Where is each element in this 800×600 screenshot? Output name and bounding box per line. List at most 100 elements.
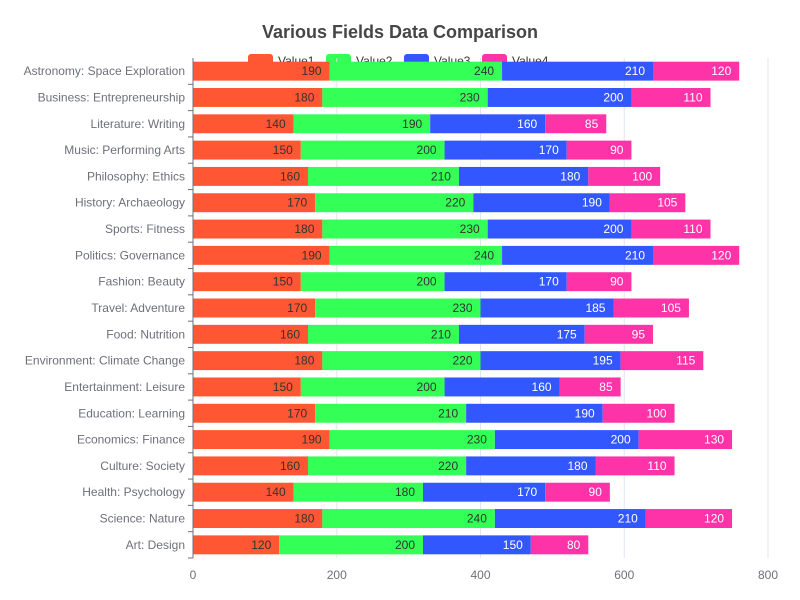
bar-segment-value4[interactable]: [653, 245, 740, 265]
bar-segment-value3[interactable]: [502, 61, 653, 81]
bar-segment-value1[interactable]: [193, 140, 301, 160]
bar-segment-value2[interactable]: [308, 166, 459, 186]
bar-segment-value2[interactable]: [279, 535, 423, 555]
data-label: 210: [625, 248, 645, 262]
bar-segment-value3[interactable]: [494, 509, 646, 528]
bar-segment-value4[interactable]: [566, 140, 632, 160]
data-label: 95: [632, 327, 646, 341]
bar-segment-value4[interactable]: [584, 324, 653, 344]
bar-segment-value2[interactable]: [315, 298, 481, 318]
bar-segment-value4[interactable]: [602, 403, 675, 423]
bar-segment-value2[interactable]: [322, 351, 481, 371]
bar-segment-value4[interactable]: [545, 482, 610, 502]
bar-segment-value4[interactable]: [620, 351, 704, 371]
bar-segment-value3[interactable]: [430, 114, 546, 134]
bar-segment-value4[interactable]: [545, 114, 607, 134]
data-label: 185: [585, 301, 605, 315]
x-tick-label: 200: [327, 568, 347, 582]
bar-segment-value1[interactable]: [193, 535, 280, 555]
category-label: Entertainment: Leisure: [64, 380, 185, 394]
bar-segment-value2[interactable]: [308, 456, 467, 476]
bar-segment-value1[interactable]: [193, 377, 301, 397]
bar-segment-value4[interactable]: [609, 193, 686, 213]
bar-segment-value2[interactable]: [300, 272, 445, 292]
bar-segment-value2[interactable]: [293, 114, 431, 134]
data-label: 120: [711, 64, 731, 78]
bar-segment-value3[interactable]: [466, 403, 603, 423]
data-label: 220: [445, 196, 465, 210]
bar-segment-value2[interactable]: [329, 430, 495, 450]
category-label: Food: Nutrition: [106, 327, 185, 341]
category-label: Astronomy: Space Exploration: [24, 64, 185, 78]
bar-segment-value3[interactable]: [458, 324, 585, 344]
data-label: 180: [560, 169, 580, 183]
category-label: Politics: Governance: [75, 248, 185, 262]
data-label: 150: [273, 143, 293, 157]
data-label: 240: [474, 248, 494, 262]
bar-segment-value3[interactable]: [423, 535, 531, 555]
bar-segment-value1[interactable]: [193, 482, 294, 502]
bar-segment-value1[interactable]: [193, 272, 301, 292]
bar-segment-value1[interactable]: [193, 324, 308, 344]
bar-segment-value1[interactable]: [193, 351, 323, 371]
bar-segment-value3[interactable]: [423, 482, 546, 502]
bar-segment-value2[interactable]: [322, 509, 495, 528]
bar-segment-value2[interactable]: [322, 219, 488, 239]
bar-segment-value2[interactable]: [308, 324, 459, 344]
bar-segment-value1[interactable]: [193, 193, 316, 213]
category-label: Health: Psychology: [82, 485, 185, 499]
bar-segment-value1[interactable]: [193, 166, 308, 186]
data-label: 120: [711, 248, 731, 262]
bar-segment-value1[interactable]: [193, 61, 330, 81]
bar-segment-value1[interactable]: [193, 88, 323, 107]
bar-segment-value3[interactable]: [444, 377, 560, 397]
category-label: Travel: Adventure: [91, 301, 185, 315]
category-label: Fashion: Beauty: [98, 275, 185, 289]
bar-segment-value4[interactable]: [631, 219, 711, 239]
bar-segment-value4[interactable]: [566, 272, 632, 292]
bar-segment-value2[interactable]: [329, 61, 503, 81]
bar-segment-value3[interactable]: [487, 88, 632, 107]
bar-segment-value1[interactable]: [193, 245, 330, 265]
x-tick-label: 0: [190, 568, 197, 582]
bar-segment-value4[interactable]: [653, 61, 740, 81]
bar-segment-value4[interactable]: [638, 430, 733, 450]
bar-segment-value2[interactable]: [293, 482, 423, 502]
bar-segment-value2[interactable]: [322, 88, 488, 107]
bar-segment-value3[interactable]: [458, 166, 589, 186]
bar-segment-value4[interactable]: [631, 88, 711, 107]
bar-segment-value3[interactable]: [480, 351, 621, 371]
data-label: 180: [294, 222, 314, 236]
data-label: 180: [395, 485, 415, 499]
bar-segment-value2[interactable]: [315, 193, 474, 213]
bar-segment-value1[interactable]: [193, 403, 316, 423]
bar-segment-value3[interactable]: [487, 219, 632, 239]
bar-segment-value4[interactable]: [588, 166, 661, 186]
bar-segment-value1[interactable]: [193, 456, 308, 476]
x-tick-label: 800: [758, 568, 778, 582]
bar-segment-value3[interactable]: [494, 430, 639, 450]
bar-segment-value1[interactable]: [193, 219, 323, 239]
bar-segment-value3[interactable]: [480, 298, 614, 318]
bar-segment-value4[interactable]: [530, 535, 589, 555]
bar-segment-value3[interactable]: [502, 245, 653, 265]
bar-segment-value1[interactable]: [193, 114, 294, 134]
data-label: 190: [575, 406, 595, 420]
bar-segment-value2[interactable]: [300, 377, 445, 397]
data-label: 170: [517, 485, 537, 499]
bar-segment-value4[interactable]: [595, 456, 675, 476]
bar-segment-value2[interactable]: [329, 245, 503, 265]
bar-segment-value3[interactable]: [444, 272, 567, 292]
bar-segment-value2[interactable]: [300, 140, 445, 160]
bar-segment-value2[interactable]: [315, 403, 467, 423]
bar-segment-value4[interactable]: [559, 377, 621, 397]
bar-segment-value1[interactable]: [193, 430, 330, 450]
bar-segment-value4[interactable]: [613, 298, 689, 318]
bar-segment-value3[interactable]: [473, 193, 610, 213]
bar-segment-value4[interactable]: [645, 509, 733, 528]
bar-segment-value3[interactable]: [444, 140, 567, 160]
bar-segment-value3[interactable]: [466, 456, 596, 476]
bar-segment-value1[interactable]: [193, 509, 323, 528]
bar-segment-value1[interactable]: [193, 298, 316, 318]
